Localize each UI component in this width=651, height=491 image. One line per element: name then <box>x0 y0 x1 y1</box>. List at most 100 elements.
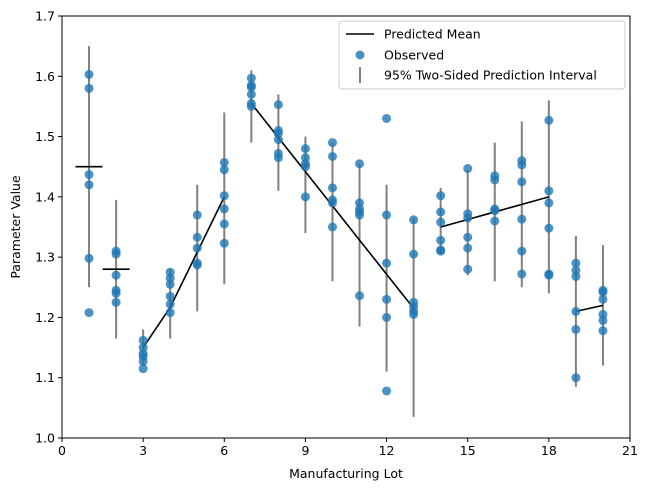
observed-point-lot-12-3 <box>382 294 392 304</box>
observed-point-lot-14-1 <box>436 207 446 217</box>
observed-point-lot-10-0 <box>327 138 337 148</box>
observed-point-lot-5-1 <box>192 232 202 242</box>
observed-point-lot-19-3 <box>571 306 581 316</box>
observed-point-lot-14-0 <box>436 191 446 201</box>
legend: Predicted Mean Observed 95% Two-Sided Pr… <box>338 20 626 90</box>
x-tick-label-6: 6 <box>220 443 228 458</box>
y-tick-label-1.2: 1.2 <box>35 310 55 325</box>
observed-point-lot-18-3 <box>544 223 554 233</box>
x-tick-label-9: 9 <box>301 443 309 458</box>
x-tick-label-0: 0 <box>58 443 66 458</box>
observed-point-lot-7-5 <box>246 101 256 111</box>
observed-point-lot-10-4 <box>327 198 337 208</box>
legend-observed-swatch <box>355 50 365 60</box>
observed-point-lot-15-5 <box>463 264 473 274</box>
observed-point-lot-9-4 <box>300 192 310 202</box>
observed-point-lot-5-4 <box>192 260 202 270</box>
observed-point-lot-6-3 <box>219 204 229 214</box>
observed-point-lot-1-1 <box>84 83 94 93</box>
observed-point-lot-19-4 <box>571 324 581 334</box>
observed-point-lot-12-2 <box>382 258 392 268</box>
observed-point-lot-14-3 <box>436 235 446 245</box>
observed-point-lot-18-0 <box>544 115 554 125</box>
plot-frame <box>61 15 631 439</box>
y-tick-label-1.1: 1.1 <box>35 370 55 385</box>
observed-point-lot-8-5 <box>273 153 283 163</box>
observed-point-lot-12-0 <box>382 113 392 123</box>
observed-point-lot-17-2 <box>517 177 527 187</box>
y-tick-label-1.5: 1.5 <box>35 129 55 144</box>
observed-point-lot-17-1 <box>517 160 527 170</box>
observed-point-lot-19-2 <box>571 271 581 281</box>
y-tick-label-1.7: 1.7 <box>35 9 55 24</box>
observed-point-lot-1-5 <box>84 308 94 318</box>
observed-point-lot-2-5 <box>111 297 121 307</box>
observed-point-lot-14-2 <box>436 217 446 227</box>
x-axis-title: Manufacturing Lot <box>289 466 403 481</box>
observed-point-lot-2-4 <box>111 288 121 298</box>
x-tick-label-12: 12 <box>379 443 395 458</box>
legend-box <box>338 20 626 90</box>
observed-point-lot-10-2 <box>327 183 337 193</box>
y-axis: 1.0 1.1 1.2 1.3 1.4 1.5 1.6 1.7 <box>35 9 62 446</box>
observed-point-lot-6-5 <box>219 238 229 248</box>
observed-point-lot-20-4 <box>598 315 608 325</box>
observed-point-lot-19-5 <box>571 373 581 383</box>
observed-point-lot-6-0 <box>219 157 229 167</box>
x-tick-label-21: 21 <box>622 443 638 458</box>
observed-point-lot-7-3 <box>246 89 256 99</box>
observed-point-lot-1-0 <box>84 69 94 79</box>
observed-point-lot-18-5 <box>544 270 554 280</box>
legend-mean-label: Predicted Mean <box>384 27 481 42</box>
observed-point-lot-1-3 <box>84 180 94 190</box>
observed-point-lot-3-4 <box>138 356 148 366</box>
y-tick-label-1: 1.0 <box>35 431 55 446</box>
observed-point-lot-6-1 <box>219 165 229 175</box>
x-axis: 0 3 6 9 12 15 18 21 <box>58 438 638 458</box>
observed-point-lot-16-1 <box>490 175 500 185</box>
observed-point-lot-3-5 <box>138 364 148 374</box>
observed-point-lot-12-1 <box>382 210 392 220</box>
observed-point-lot-9-0 <box>300 144 310 154</box>
observed-point-lot-13-5 <box>409 309 419 319</box>
observed-point-lot-17-3 <box>517 214 527 224</box>
observed-point-lot-13-1 <box>409 249 419 259</box>
y-tick-label-1.6: 1.6 <box>35 69 55 84</box>
observed-point-lot-20-2 <box>598 294 608 304</box>
observed-point-lot-12-4 <box>382 312 392 322</box>
observed-point-lot-16-3 <box>490 206 500 216</box>
observed-point-lot-11-4 <box>355 210 365 220</box>
observed-point-lot-15-0 <box>463 164 473 174</box>
observed-point-lot-10-1 <box>327 151 337 161</box>
observed-point-lot-4-5 <box>165 308 175 318</box>
legend-observed-label: Observed <box>384 48 444 63</box>
observed-point-lot-5-2 <box>192 243 202 253</box>
observed-point-lot-4-4 <box>165 299 175 309</box>
observed-point-lot-13-0 <box>409 215 419 225</box>
observed-point-lot-20-1 <box>598 287 608 297</box>
observed-point-lot-15-2 <box>463 213 473 223</box>
observed-point-lot-5-0 <box>192 210 202 220</box>
observed-point-lot-19-0 <box>571 258 581 268</box>
observed-point-lot-2-2 <box>111 270 121 280</box>
observed-point-lot-4-2 <box>165 279 175 289</box>
observed-point-lot-7-0 <box>246 73 256 83</box>
legend-interval-label: 95% Two-Sided Prediction Interval <box>384 68 597 83</box>
observed-point-lot-18-1 <box>544 186 554 196</box>
observed-point-lot-20-5 <box>598 326 608 336</box>
observed-point-lot-1-2 <box>84 170 94 180</box>
observed-point-lot-1-4 <box>84 253 94 263</box>
observed-point-lot-16-4 <box>490 216 500 226</box>
y-axis-title: Parameter Value <box>8 175 23 279</box>
observed-point-lot-18-2 <box>544 198 554 208</box>
observed-point-lot-9-3 <box>300 162 310 172</box>
x-tick-label-3: 3 <box>139 443 147 458</box>
observed-point-lot-6-4 <box>219 219 229 229</box>
observed-point-lot-14-5 <box>436 246 446 256</box>
observed-point-lot-8-0 <box>273 100 283 110</box>
observed-point-lot-15-4 <box>463 243 473 253</box>
x-tick-label-18: 18 <box>541 443 557 458</box>
observed-point-lot-6-2 <box>219 191 229 201</box>
predicted-mean-segment-5 <box>575 304 604 313</box>
